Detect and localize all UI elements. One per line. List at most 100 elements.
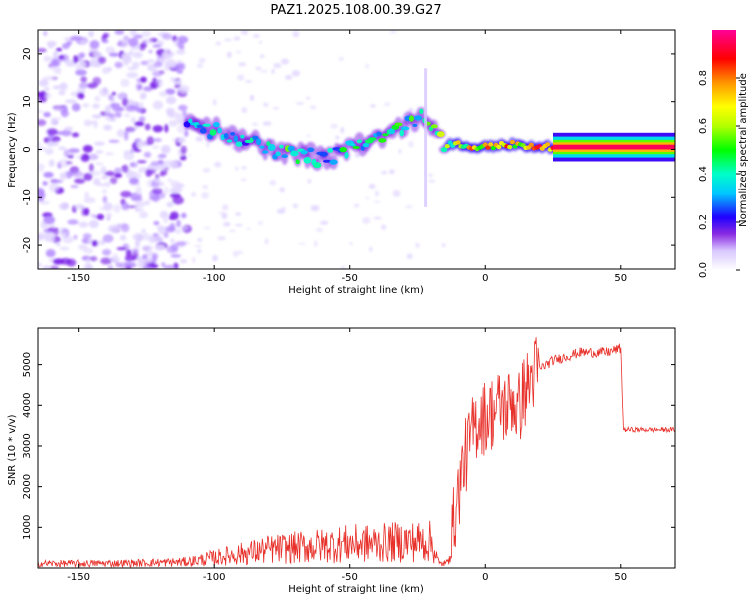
- ridge-point: [230, 132, 236, 136]
- ridge-point: [419, 108, 424, 115]
- snr-x-tick-label: -100: [203, 572, 226, 583]
- ridge-point: [235, 141, 243, 147]
- noise-blob: [85, 257, 91, 266]
- ridge-point: [300, 150, 308, 155]
- noise-blob: [113, 204, 121, 213]
- noise-blob: [310, 205, 320, 212]
- noise-blob: [134, 172, 142, 180]
- noise-blob: [158, 153, 167, 159]
- noise-blob: [252, 34, 260, 38]
- noise-blob: [255, 66, 262, 71]
- noise-blob: [164, 48, 171, 55]
- noise-blob: [141, 245, 153, 251]
- noise-blob: [111, 91, 117, 96]
- ridge-point: [378, 138, 387, 143]
- ridge-point: [360, 145, 365, 151]
- noise-blob: [101, 39, 109, 43]
- noise-blob: [164, 186, 169, 195]
- noise-blob: [164, 167, 170, 170]
- noise-blob: [118, 40, 123, 47]
- noise-blob: [295, 102, 304, 105]
- ridge-point: [327, 148, 334, 153]
- noise-blob: [71, 171, 84, 178]
- noise-blob: [73, 55, 79, 64]
- noise-blob: [83, 197, 96, 204]
- noise-blob: [114, 167, 122, 175]
- spectrogram-x-tick-label: -100: [203, 273, 226, 284]
- colorbar-label: Normalized spectral amplitude: [738, 73, 749, 227]
- noise-blob: [203, 226, 211, 230]
- noise-blob: [134, 201, 146, 208]
- noise-blob: [246, 227, 252, 230]
- noise-blob: [53, 50, 59, 60]
- noise-blob: [132, 51, 143, 59]
- noise-blob: [212, 98, 217, 106]
- noise-blob: [143, 232, 150, 241]
- ridge-point: [262, 150, 269, 154]
- noise-blob: [306, 96, 311, 100]
- noise-blob: [79, 40, 89, 45]
- noise-blob: [58, 158, 70, 168]
- noise-blob: [44, 238, 56, 242]
- ridge-point: [217, 127, 223, 134]
- ridge-point: [490, 145, 496, 151]
- noise-blob: [229, 229, 236, 233]
- noise-blob: [93, 178, 101, 186]
- noise-blob: [169, 222, 176, 232]
- noise-blob: [235, 166, 239, 171]
- noise-blob: [130, 148, 135, 154]
- noise-blob: [137, 102, 144, 108]
- noise-blob: [381, 224, 386, 230]
- noise-blob: [162, 33, 173, 40]
- noise-blob: [120, 190, 132, 198]
- noise-blob: [109, 177, 118, 185]
- noise-blob: [190, 192, 197, 197]
- noise-blob: [222, 204, 229, 211]
- noise-blob: [48, 159, 55, 167]
- noise-blob: [163, 217, 168, 224]
- noise-blob: [139, 211, 149, 219]
- noise-blob: [169, 193, 181, 198]
- ridge-point: [368, 137, 377, 141]
- noise-blob: [181, 212, 187, 219]
- noise-blob: [196, 63, 204, 69]
- noise-blob: [48, 182, 60, 192]
- noise-blob: [104, 105, 112, 114]
- noise-blob: [65, 59, 77, 67]
- ridge-point: [339, 147, 348, 153]
- noise-blob: [42, 181, 48, 186]
- noise-blob: [154, 244, 165, 251]
- noise-blob: [272, 107, 280, 110]
- noise-blob: [170, 254, 182, 258]
- ridge-point: [183, 121, 191, 128]
- noise-blob: [101, 189, 108, 194]
- noise-blob: [52, 258, 65, 265]
- ridge-point: [188, 118, 193, 124]
- noise-blob: [70, 184, 79, 189]
- noise-blob: [152, 125, 163, 133]
- noise-blob: [145, 169, 153, 177]
- noise-blob: [194, 245, 203, 247]
- noise-blob: [38, 163, 45, 172]
- noise-blob: [142, 254, 148, 260]
- noise-blob: [135, 82, 143, 92]
- noise-blob: [276, 208, 286, 214]
- snr-x-tick-label: -150: [67, 572, 90, 583]
- noise-blob: [131, 61, 140, 68]
- noise-blob: [354, 152, 361, 158]
- noise-blob: [167, 178, 173, 182]
- ridge: [183, 68, 675, 207]
- noise-blob: [56, 242, 61, 247]
- noise-blob: [178, 85, 190, 94]
- noise-blob: [95, 149, 104, 154]
- noise-blob: [170, 77, 176, 82]
- noise-blob: [428, 179, 436, 183]
- noise-blob: [104, 170, 116, 177]
- noise-blob: [65, 99, 77, 104]
- noise-blob: [192, 256, 196, 264]
- noise-blob: [102, 195, 108, 203]
- noise-blob: [135, 107, 143, 113]
- noise-blob: [178, 137, 186, 144]
- noise-blob: [198, 57, 206, 63]
